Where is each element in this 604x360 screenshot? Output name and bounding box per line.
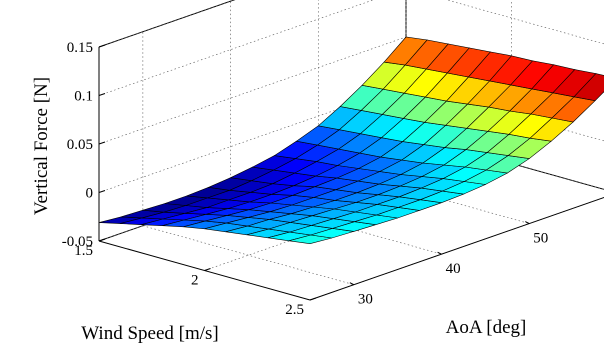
z-tick-label: 0 <box>86 186 94 202</box>
axis-labels: Vertical Force [N] Wind Speed [m/s] AoA … <box>31 77 526 344</box>
grid-line-x <box>142 225 354 286</box>
z-tick-label: -0.05 <box>62 234 93 250</box>
surface-cell <box>573 73 604 102</box>
z-axis-title: Vertical Force [N] <box>31 77 52 215</box>
y-tick <box>98 238 106 242</box>
grid-line-z <box>98 0 235 48</box>
y-tick <box>204 268 211 271</box>
z-tick-label: 0.05 <box>67 137 93 153</box>
y-tick-label: 1.5 <box>74 243 93 259</box>
z-tick-label: 0.15 <box>67 40 93 56</box>
x-tick <box>525 221 530 225</box>
x-tick <box>437 251 442 255</box>
y-axis-title: Wind Speed [m/s] <box>81 323 219 344</box>
x-axis-title: AoA [deg] <box>446 317 527 338</box>
z-tick <box>98 190 106 193</box>
x-tick <box>349 282 355 286</box>
x-axis-line <box>309 197 604 301</box>
y-tick-label: 2.5 <box>285 302 304 318</box>
y-tick <box>309 297 317 301</box>
axis-box-edge <box>98 0 236 48</box>
x-tick-label: 40 <box>446 261 461 277</box>
z-tick-label: 0.1 <box>74 89 93 105</box>
surface <box>98 36 604 245</box>
x-tick-label: 50 <box>533 231 548 247</box>
z-tick <box>98 44 106 48</box>
z-tick <box>98 93 106 96</box>
y-tick-label: 2 <box>191 273 199 289</box>
z-tick <box>98 141 106 145</box>
x-tick-label: 30 <box>358 292 373 308</box>
grid-line-z <box>98 0 374 96</box>
grid-line-z <box>446 0 604 45</box>
